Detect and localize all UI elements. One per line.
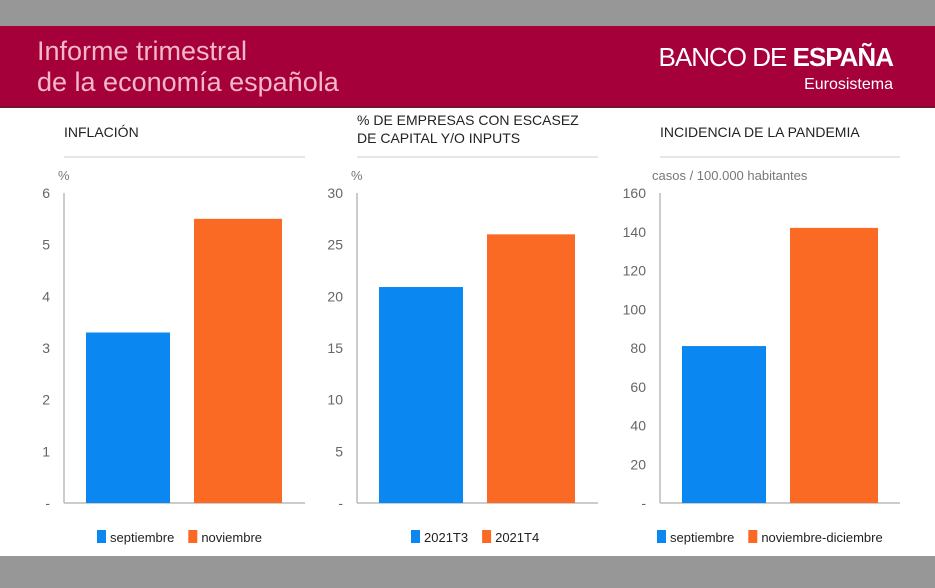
y-axis-unit: % (351, 168, 363, 183)
legend-swatch (411, 530, 420, 543)
brand-subtitle: Eurosistema (804, 76, 893, 93)
y-axis-unit: % (58, 168, 70, 183)
y-tick-label: 120 (623, 263, 647, 279)
chart-title: % DE EMPRESAS CON ESCASEZ (357, 112, 579, 128)
y-tick-label: 40 (630, 418, 646, 434)
bar-2021T4 (487, 234, 575, 504)
y-axis-unit: casos / 100.000 habitantes (652, 168, 808, 183)
y-tick-label: 5 (335, 443, 343, 459)
y-tick-label: 60 (630, 379, 646, 395)
y-tick-label: - (338, 495, 343, 511)
y-tick-label: 2 (42, 392, 50, 408)
chart-title: INFLACIÓN (64, 124, 139, 140)
legend-swatch (188, 530, 198, 543)
title-line-2: de la economía española (37, 67, 339, 97)
y-tick-label: 10 (327, 392, 343, 408)
y-tick-label: - (45, 495, 50, 511)
bar-septiembre (682, 346, 766, 503)
y-tick-label: 6 (42, 185, 50, 201)
chart-title: DE CAPITAL Y/O INPUTS (357, 130, 520, 146)
y-tick-label: 3 (42, 340, 50, 356)
legend-label: septiembre (670, 530, 734, 545)
y-tick-label: 5 (42, 237, 50, 253)
bar-septiembre (86, 332, 170, 503)
y-tick-label: 25 (327, 237, 343, 253)
bar-noviembre-diciembre (790, 227, 878, 503)
bar-noviembre (194, 218, 282, 504)
legend-label: noviembre (201, 530, 262, 545)
y-tick-label: 4 (42, 288, 50, 304)
legend-label: noviembre-diciembre (761, 530, 882, 545)
brand-logo: BANCO DE ESPAÑA (658, 42, 894, 73)
y-tick-label: 15 (327, 340, 343, 356)
legend-swatch (482, 530, 492, 543)
legend-label: septiembre (110, 530, 174, 545)
brand-regular: BANCO DE (658, 42, 793, 72)
brand-bold: ESPAÑA (792, 42, 894, 72)
report-title: Informe trimestral de la economía españo… (37, 36, 339, 98)
y-tick-label: 140 (623, 224, 647, 240)
y-tick-label: 20 (630, 456, 646, 472)
y-tick-label: 1 (42, 443, 50, 459)
legend-swatch (97, 530, 106, 543)
y-tick-label: 80 (630, 340, 646, 356)
legend-label: 2021T3 (424, 530, 468, 545)
legend-label: 2021T4 (495, 530, 539, 545)
header: Informe trimestral de la economía españo… (0, 26, 935, 108)
y-tick-label: 30 (327, 185, 343, 201)
title-line-1: Informe trimestral (37, 36, 248, 66)
bottom-band (0, 556, 935, 588)
top-band (0, 0, 935, 26)
y-tick-label: 100 (623, 301, 647, 317)
y-tick-label: - (641, 495, 646, 511)
bar-2021T3 (379, 287, 463, 503)
y-tick-label: 160 (623, 185, 647, 201)
y-tick-label: 20 (327, 288, 343, 304)
chart-title: INCIDENCIA DE LA PANDEMIA (660, 124, 860, 140)
legend-swatch (748, 530, 758, 543)
legend-swatch (657, 530, 666, 543)
